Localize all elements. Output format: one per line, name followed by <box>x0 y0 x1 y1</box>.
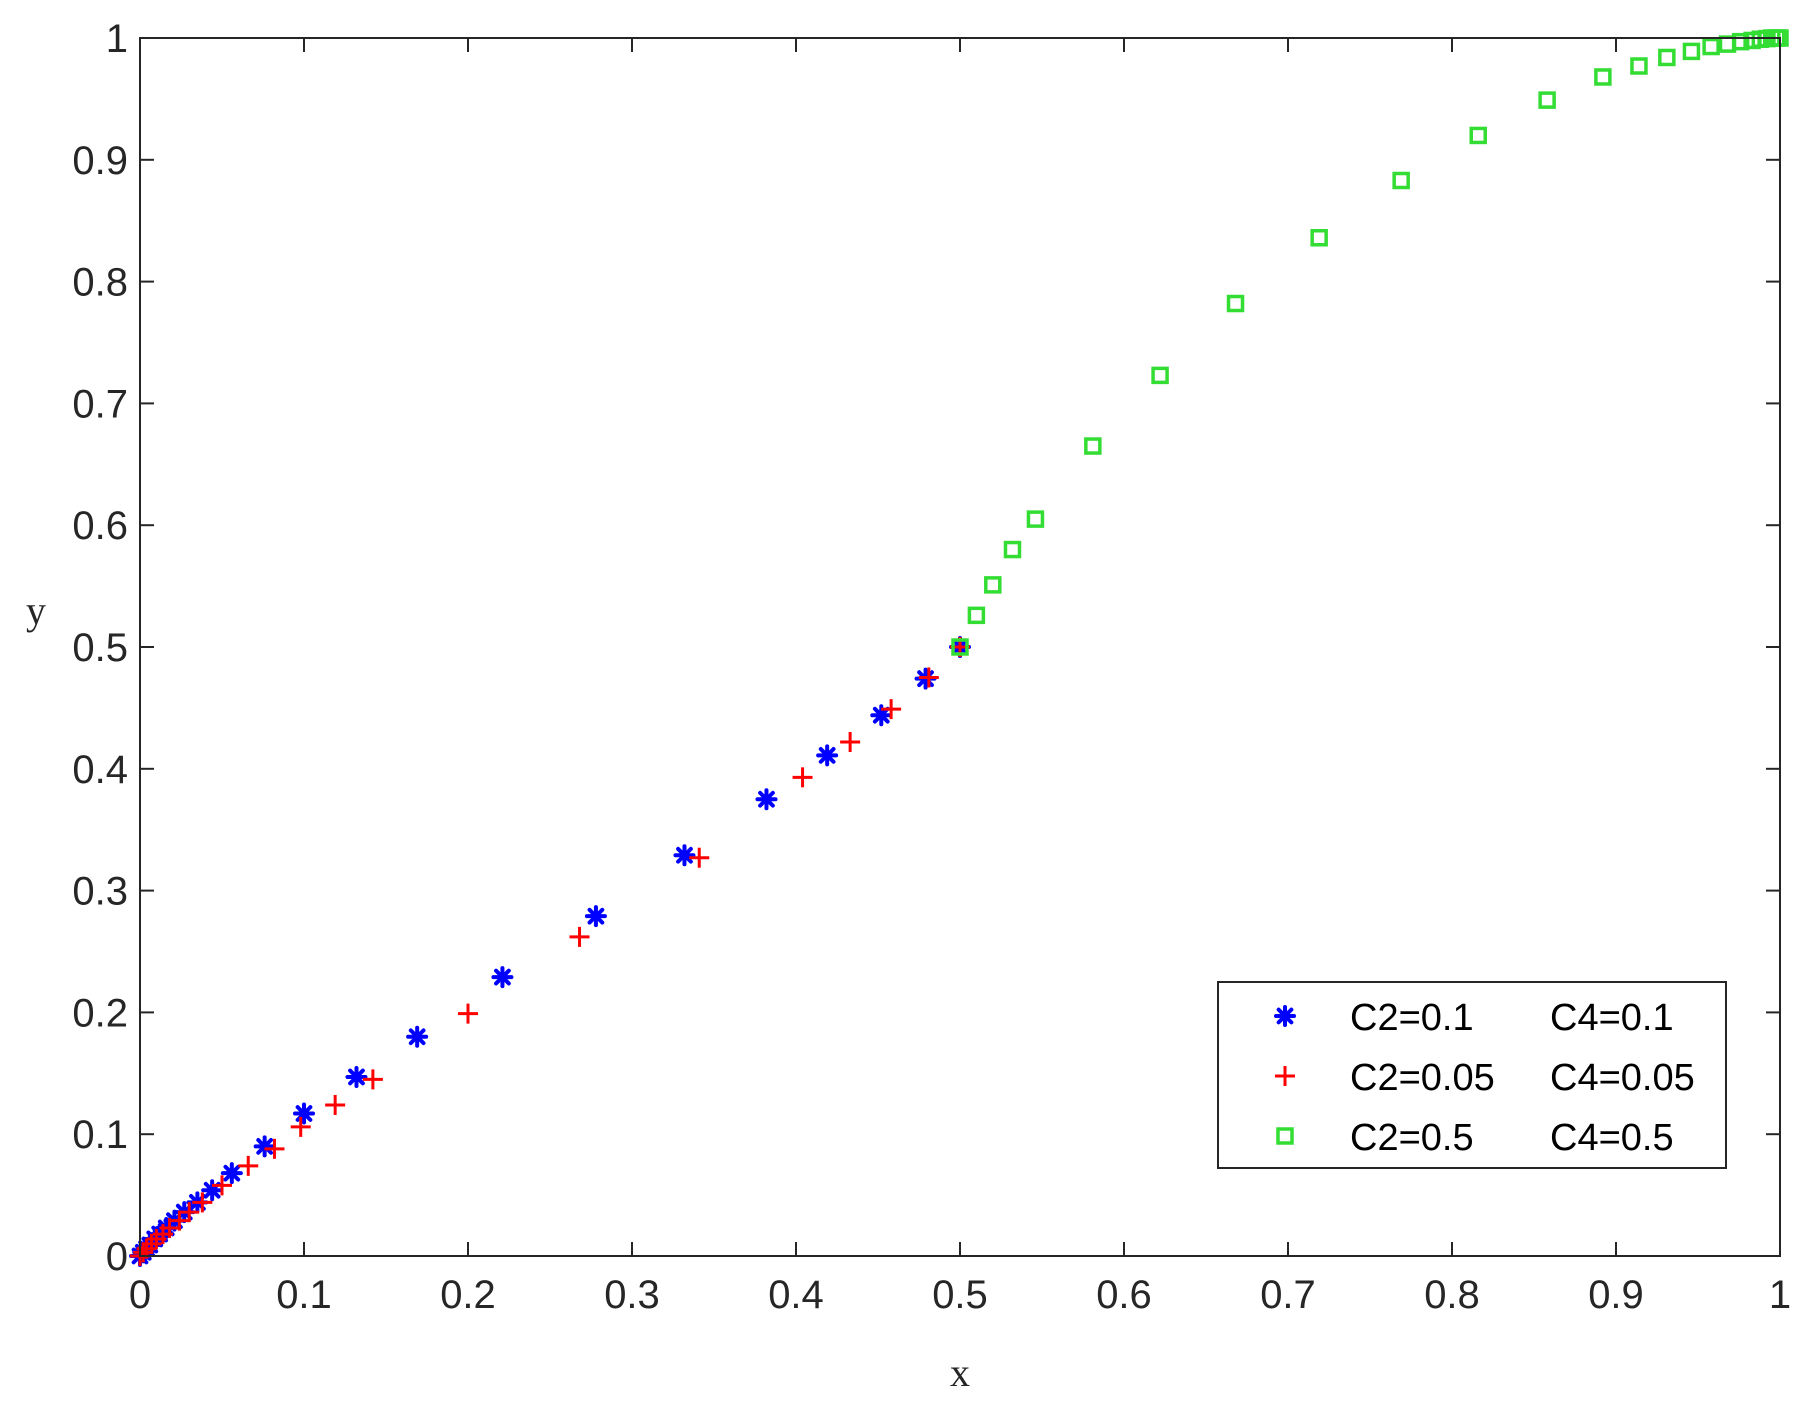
data-point <box>1003 540 1022 559</box>
legend-label: C2=0.5 <box>1350 1117 1474 1159</box>
data-point <box>192 1192 213 1213</box>
data-point <box>984 576 1002 594</box>
y-tick-label: 0.6 <box>72 504 128 548</box>
x-tick-label: 0.7 <box>1260 1273 1316 1317</box>
legend-label: C4=0.1 <box>1550 997 1674 1039</box>
data-point <box>673 844 696 867</box>
data-point <box>1682 42 1701 61</box>
x-tick-label: 0.8 <box>1424 1273 1480 1317</box>
data-point <box>1469 126 1487 145</box>
y-tick-label: 1 <box>106 17 128 61</box>
legend-label: C2=0.1 <box>1350 997 1474 1039</box>
y-tick-label: 0.8 <box>72 261 128 305</box>
x-tick-labels: 0 0.1 0.2 0.3 0.4 0.5 0.6 0.7 0.8 0.9 1 <box>129 1273 1791 1317</box>
data-point <box>816 744 839 767</box>
data-point <box>918 667 939 688</box>
data-point <box>951 638 969 656</box>
data-point <box>870 704 893 727</box>
data-point <box>569 926 590 947</box>
data-point <box>253 1135 276 1158</box>
data-point <box>264 1138 285 1159</box>
y-tick-label: 0.3 <box>72 870 128 914</box>
x-tick-label: 0.4 <box>768 1273 824 1317</box>
data-point <box>179 1202 200 1223</box>
legend: C2=0.1 C4=0.1 C2=0.05 C4=0.05 C2=0.5 C4=0.5 <box>1217 981 1727 1169</box>
data-point <box>1310 229 1328 247</box>
y-tick-label: 0.2 <box>72 991 128 1035</box>
data-point <box>220 1162 243 1185</box>
legend-label: C4=0.5 <box>1550 1117 1674 1159</box>
data-point <box>1731 32 1750 51</box>
data-point <box>212 1175 232 1196</box>
data-point <box>755 788 778 811</box>
data-point <box>967 606 986 625</box>
x-tick-label: 0.1 <box>276 1273 332 1317</box>
data-point <box>1658 48 1676 67</box>
data-point <box>1151 366 1169 385</box>
data-point <box>1026 510 1045 528</box>
y-tick-label: 0.7 <box>72 382 128 426</box>
legend-marker <box>1275 1066 1295 1086</box>
x-tick-label: 0.5 <box>932 1273 988 1317</box>
legend-marker <box>1276 1127 1294 1145</box>
x-tick-label: 0 <box>129 1273 151 1317</box>
data-point <box>584 905 607 928</box>
y-tick-label: 0.4 <box>72 748 128 792</box>
data-point <box>1226 294 1245 313</box>
data-point <box>491 966 514 989</box>
data-point <box>325 1094 346 1115</box>
x-tick-label: 0.3 <box>604 1273 660 1317</box>
legend-marker <box>1274 1005 1296 1027</box>
x-tick-label: 1 <box>1769 1273 1791 1317</box>
data-point <box>1630 57 1648 75</box>
data-point <box>362 1069 383 1090</box>
x-tick-label: 0.2 <box>440 1273 496 1317</box>
y-tick-label: 0.5 <box>72 626 128 670</box>
data-point <box>1538 91 1556 109</box>
data-point <box>406 1025 429 1048</box>
data-point <box>141 1233 162 1254</box>
data-point <box>290 1116 311 1137</box>
axis-ticks <box>139 37 1781 1257</box>
data-point <box>345 1065 368 1088</box>
data-point <box>293 1102 315 1125</box>
x-axis-label: x <box>950 1350 970 1395</box>
data-point <box>1392 171 1410 190</box>
data-point <box>1084 437 1102 455</box>
y-tick-labels: 0 0.1 0.2 0.3 0.4 0.5 0.6 0.7 0.8 0.9 1 <box>72 17 128 1279</box>
y-tick-label: 0.1 <box>72 1113 128 1157</box>
legend-label: C2=0.05 <box>1350 1057 1495 1099</box>
y-axis-label: y <box>26 588 46 633</box>
data-point <box>840 732 861 753</box>
legend-box <box>1217 981 1727 1169</box>
data-point <box>133 1242 154 1263</box>
data-marks <box>129 29 1789 1267</box>
data-point <box>881 699 902 720</box>
legend-label: C4=0.05 <box>1550 1057 1695 1099</box>
data-point <box>792 767 813 788</box>
data-point <box>458 1003 478 1024</box>
data-point <box>1702 37 1720 56</box>
y-tick-label: 0.9 <box>72 139 128 183</box>
y-tick-label: 0 <box>106 1235 128 1279</box>
x-tick-label: 0.6 <box>1096 1273 1152 1317</box>
data-point <box>689 847 710 868</box>
x-tick-label: 0.9 <box>1588 1273 1644 1317</box>
data-point <box>1594 68 1612 86</box>
data-point <box>238 1155 259 1176</box>
data-point <box>169 1210 190 1231</box>
